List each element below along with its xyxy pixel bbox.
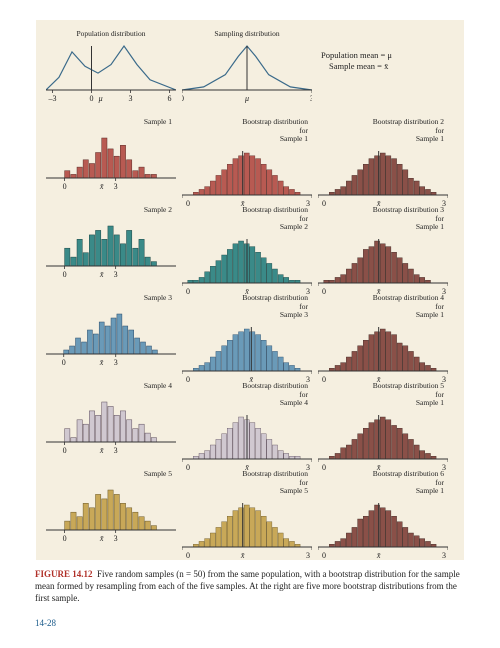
chart-title: Bootstrap distributionforSample 1 (182, 118, 312, 144)
chart-title: Bootstrap distributionforSample 2 (182, 206, 312, 232)
chart-title: Sample 5 (46, 470, 176, 479)
chart-cell: Sample 3 0 x̄ 3 (46, 294, 176, 376)
svg-text:0: 0 (90, 94, 94, 103)
chart-title: Bootstrap distributionforSample 4 (182, 382, 312, 408)
svg-text:0: 0 (322, 551, 326, 560)
caption-text: Five random samples (n = 50) from the sa… (35, 569, 460, 603)
chart-cell: Population distribution μ –3 0 3 6 (46, 30, 176, 112)
svg-text:6: 6 (168, 94, 172, 103)
svg-text:3: 3 (310, 94, 312, 103)
figure-number: FIGURE 14.12 (35, 569, 93, 579)
empty-cell (318, 30, 448, 112)
svg-text:μ: μ (244, 94, 249, 103)
chart-cell: Bootstrap distributionforSample 303x̄ (182, 294, 312, 376)
page: Population mean = μ Sample mean = x̄ Pop… (0, 0, 500, 648)
chart-title: Bootstrap distribution 2forSample 1 (318, 118, 448, 144)
chart-cell: Sampling distribution μ 0 3 (182, 30, 312, 112)
chart-title: Bootstrap distributionforSample 5 (182, 470, 312, 496)
chart-title: Sample 3 (46, 294, 176, 303)
svg-text:3: 3 (114, 182, 118, 191)
svg-text:3: 3 (114, 446, 118, 455)
svg-text:x̄: x̄ (99, 182, 104, 191)
svg-text:3: 3 (442, 551, 446, 560)
svg-text:x̄: x̄ (99, 358, 104, 367)
chart-title: Sample 2 (46, 206, 176, 215)
svg-text:3: 3 (114, 270, 118, 279)
chart-title: Sample 4 (46, 382, 176, 391)
page-number: 14-28 (35, 618, 465, 628)
chart-cell: Bootstrap distribution 2forSample 103x̄ (318, 118, 448, 200)
svg-text:0: 0 (63, 534, 67, 543)
svg-text:0: 0 (182, 94, 184, 103)
chart-title: Bootstrap distribution 4forSample 1 (318, 294, 448, 320)
chart-cell: Bootstrap distributionforSample 403x̄ (182, 382, 312, 464)
chart-cell: Bootstrap distribution 4forSample 103x̄ (318, 294, 448, 376)
svg-text:μ: μ (98, 94, 103, 103)
chart-cell: Sample 5 0 x̄ 3 (46, 470, 176, 552)
svg-text:x̄: x̄ (240, 551, 245, 560)
chart-cell: Bootstrap distribution 5forSample 103x̄ (318, 382, 448, 464)
chart-title: Bootstrap distribution 6forSample 1 (318, 470, 448, 496)
chart-title: Sample 1 (46, 118, 176, 127)
svg-text:0: 0 (63, 182, 67, 191)
chart-title: Population distribution (46, 30, 176, 39)
svg-text:0: 0 (63, 446, 67, 455)
svg-text:0: 0 (63, 270, 67, 279)
svg-text:0: 0 (62, 358, 66, 367)
svg-text:–3: –3 (48, 94, 57, 103)
chart-grid: Population mean = μ Sample mean = x̄ Pop… (46, 30, 454, 552)
figure-panel: Population mean = μ Sample mean = x̄ Pop… (36, 20, 464, 560)
figure-caption: FIGURE 14.12 Five random samples (n = 50… (35, 568, 465, 604)
chart-cell: Sample 1 0 x̄ 3 (46, 118, 176, 200)
chart-title: Bootstrap distributionforSample 3 (182, 294, 312, 320)
chart-cell: Bootstrap distributionforSample 203x̄ (182, 206, 312, 288)
chart-title: Sampling distribution (182, 30, 312, 39)
chart-title: Bootstrap distribution 5forSample 1 (318, 382, 448, 408)
chart-cell: Bootstrap distribution 6forSample 103x̄ (318, 470, 448, 552)
chart-cell: Bootstrap distributionforSample 103x̄ (182, 118, 312, 200)
chart-cell: Bootstrap distribution 3forSample 103x̄ (318, 206, 448, 288)
svg-text:3: 3 (306, 551, 310, 560)
svg-text:3: 3 (114, 358, 118, 367)
svg-text:x̄: x̄ (99, 446, 104, 455)
chart-title: Bootstrap distribution 3forSample 1 (318, 206, 448, 232)
svg-text:3: 3 (114, 534, 118, 543)
chart-cell: Bootstrap distributionforSample 503x̄ (182, 470, 312, 552)
chart-cell: Sample 4 0 x̄ 3 (46, 382, 176, 464)
svg-text:0: 0 (186, 551, 190, 560)
chart-cell: Sample 2 0 x̄ 3 (46, 206, 176, 288)
svg-text:x̄: x̄ (99, 270, 104, 279)
svg-text:3: 3 (129, 94, 133, 103)
svg-text:x̄: x̄ (99, 534, 104, 543)
svg-text:x̄: x̄ (376, 551, 381, 560)
